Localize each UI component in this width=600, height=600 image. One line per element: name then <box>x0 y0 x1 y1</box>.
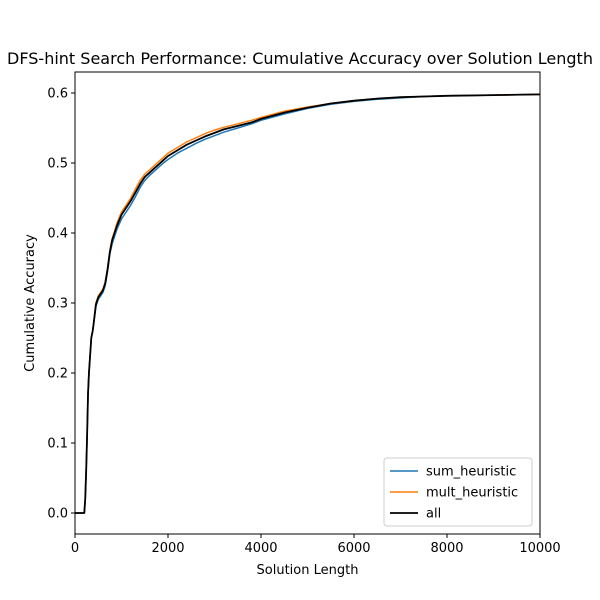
x-tick-label: 8000 <box>430 541 463 556</box>
y-tick-label: 0.4 <box>47 227 68 242</box>
x-tick-label: 6000 <box>337 541 370 556</box>
x-axis: 0 2000 4000 6000 8000 10000 <box>71 534 561 556</box>
y-tick-label: 0.3 <box>47 297 68 312</box>
series-line-all <box>75 93 540 514</box>
x-tick-label: 2000 <box>151 541 184 556</box>
x-tick-label: 10000 <box>519 541 560 556</box>
y-tick-label: 0.0 <box>47 507 68 522</box>
legend-box <box>383 457 533 527</box>
x-tick-label: 4000 <box>244 541 277 556</box>
y-tick-label: 0.2 <box>47 367 68 382</box>
y-axis: 0.0 0.1 0.2 0.3 0.4 0.5 0.6 <box>47 87 75 522</box>
y-tick-label: 0.1 <box>47 437 68 452</box>
legend-label: all <box>426 507 441 522</box>
chart-title: DFS-hint Search Performance: Cumulative … <box>7 49 593 68</box>
x-axis-label: Solution Length <box>257 563 359 578</box>
series-layer <box>75 93 540 514</box>
legend-label: sum_heuristic <box>426 465 516 480</box>
y-axis-label: Cumulative Accuracy <box>23 234 38 372</box>
y-tick-label: 0.5 <box>47 157 68 172</box>
y-tick-label: 0.6 <box>47 87 68 102</box>
legend-label: mult_heuristic <box>426 486 518 501</box>
x-tick-label: 0 <box>71 541 79 556</box>
